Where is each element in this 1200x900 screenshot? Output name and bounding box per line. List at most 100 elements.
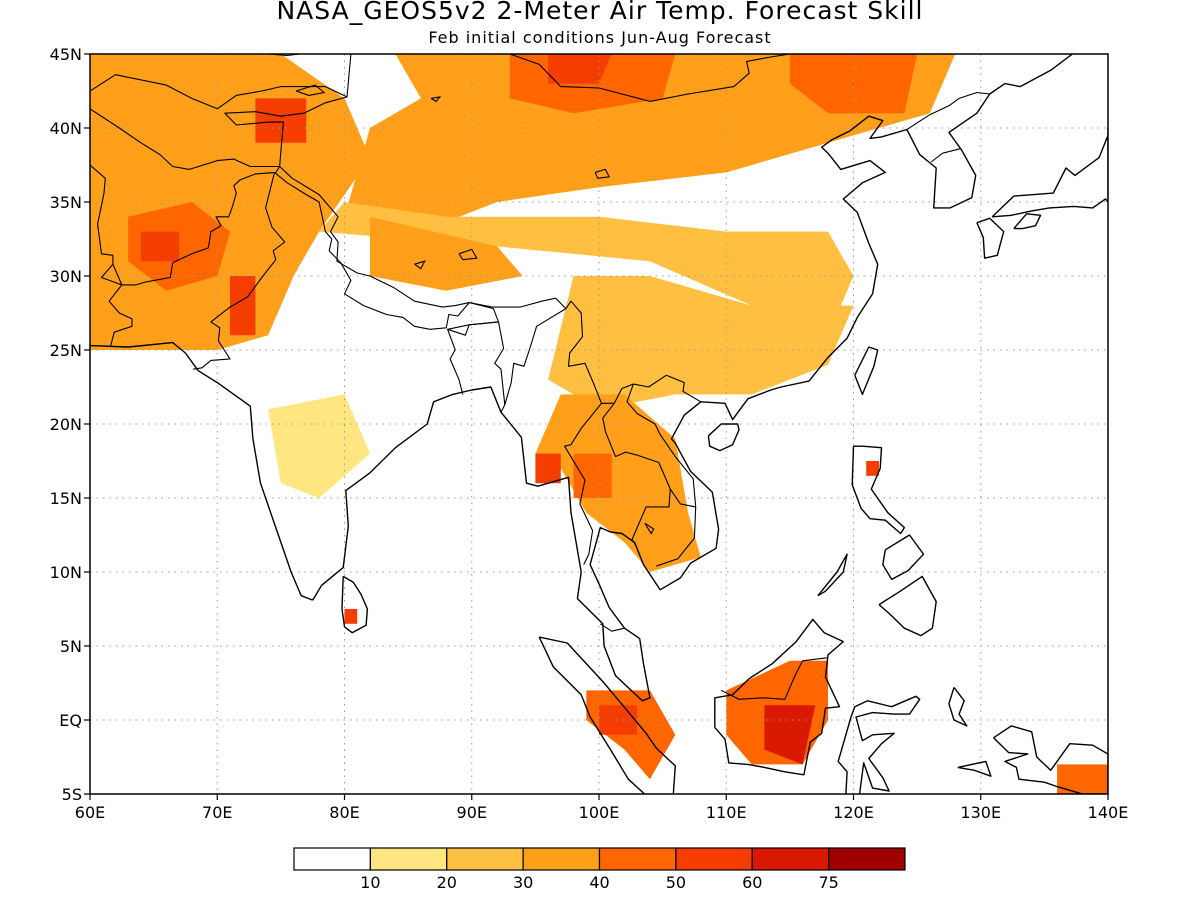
border-china-himalaya <box>279 166 702 404</box>
skill-region-new-guinea <box>1057 764 1108 794</box>
border-thailand-myanmar <box>564 402 602 565</box>
skill-shading-layer <box>90 54 1108 794</box>
coastline-new-guinea <box>993 725 1108 794</box>
coastline-taiwan <box>854 346 879 396</box>
border-iran-pak-south <box>108 263 133 348</box>
lon-tick-label: 80E <box>329 803 359 822</box>
border-kazakh-border <box>90 54 352 110</box>
coastline-luzon <box>851 445 906 535</box>
colorbar-label: 30 <box>513 873 533 892</box>
colorbar-label: 60 <box>742 873 762 892</box>
coastline-shikoku <box>1013 213 1042 230</box>
lat-tick-label: 5N <box>60 637 82 656</box>
skill-region-tibet-band <box>319 202 854 336</box>
coastline-honshu <box>991 127 1108 218</box>
border-korea-dmz <box>930 148 961 163</box>
skill-region-south-china <box>548 276 854 410</box>
lat-tick-label: 10N <box>50 563 82 582</box>
border-vietnam-laos <box>626 383 697 567</box>
colorbar-swatch <box>293 847 371 871</box>
colorbar-swatch <box>828 847 906 871</box>
skill-region-pakistan-hotspot <box>140 231 180 262</box>
colorbar-swatch <box>751 847 830 871</box>
colorbar-label: 20 <box>437 873 457 892</box>
skill-region-myanmar-hotspot <box>535 453 561 484</box>
border-borneo-border <box>720 657 827 700</box>
lat-tick-label: 25N <box>50 341 82 360</box>
border-pak-india <box>274 171 500 395</box>
coastline-kyushu <box>976 217 1005 259</box>
lon-tick-label: 130E <box>960 803 1001 822</box>
border-myanmar-india <box>504 308 567 405</box>
gridlines <box>90 54 1108 794</box>
lat-tick-label: 35N <box>50 193 82 212</box>
skill-region-borneo-hotspot <box>764 705 816 765</box>
skill-region-indus-hotspot <box>230 276 256 336</box>
colorbar-swatch <box>446 847 524 871</box>
colorbar-label: 10 <box>360 873 380 892</box>
colorbar-label: 50 <box>666 873 686 892</box>
lon-tick-label: 60E <box>75 803 105 822</box>
coastline-halmahera <box>948 686 968 727</box>
lon-tick-label: 120E <box>833 803 874 822</box>
lon-tick-label: 100E <box>579 803 620 822</box>
border-mongolia-china <box>507 54 791 102</box>
coastline-borneo <box>714 618 844 776</box>
border-iran-afghan-pak <box>90 164 281 286</box>
skill-region-mongolia-hotspot <box>548 54 612 84</box>
coastline-palawan <box>817 553 848 597</box>
lake-qinghai <box>594 168 611 179</box>
skill-region-manchuria-core <box>789 54 918 114</box>
lat-tick-label: 5S <box>62 785 82 804</box>
skill-region-tibet-core <box>370 216 523 291</box>
lat-tick-label: 20N <box>50 415 82 434</box>
colorbar-label: 75 <box>818 873 838 892</box>
lat-tick-label: 40N <box>50 119 82 138</box>
colorbar: 10 20 30 40 50 60 75 <box>293 847 906 892</box>
colorbar-swatch <box>598 847 677 871</box>
coastline-hainan <box>707 423 740 452</box>
lat-tick-label: 15N <box>50 489 82 508</box>
lon-tick-label: 90E <box>457 803 487 822</box>
lake-tonle-sap <box>644 522 655 535</box>
skill-region-indochina <box>535 394 701 572</box>
skill-region-india-patch <box>268 394 370 498</box>
colorbar-label: 40 <box>589 873 609 892</box>
map-title: NASA_GEOS5v2 2-Meter Air Temp. Forecast … <box>276 0 924 25</box>
coastline-sulawesi <box>837 695 921 794</box>
lat-tick-label: 45N <box>50 45 82 64</box>
coastline-mindanao <box>878 575 937 637</box>
coastline-visayas <box>882 534 925 581</box>
lon-tick-label: 70E <box>202 803 232 822</box>
border-pak-india-west <box>193 172 286 370</box>
lake-issyk-kul <box>295 84 326 96</box>
border-laos-thai <box>602 402 671 546</box>
skill-region-philippines-hotspot <box>866 461 879 476</box>
border-cambodia <box>669 488 696 508</box>
lat-tick-label: 30N <box>50 267 82 286</box>
coastline-seram <box>957 760 992 777</box>
border-korea-china <box>906 91 990 130</box>
skill-region-tajik-hotspot <box>255 98 307 143</box>
lat-tick-label: EQ <box>59 711 82 730</box>
skill-region-indochina-hotspot <box>573 453 612 498</box>
lon-tick-label: 110E <box>706 803 747 822</box>
colorbar-swatch <box>522 847 601 871</box>
coastline-east-coast-bay-of-bengal <box>312 54 1073 702</box>
lon-tick-label: 140E <box>1088 803 1129 822</box>
coastline-west-coast-arabian-sea <box>90 341 313 601</box>
border-bangladesh <box>447 321 506 413</box>
skill-region-mongolia-band <box>344 54 956 232</box>
lake-tibet-lake-1 <box>458 248 478 261</box>
map-plot-area <box>89 53 1109 795</box>
colorbar-swatch <box>369 847 448 871</box>
coastline-layer <box>90 54 1108 794</box>
lake-bosten <box>430 96 442 103</box>
skill-region-sumatra-hotspot <box>599 705 638 735</box>
map-subtitle: Feb initial conditions Jun-Aug Forecast <box>428 28 772 47</box>
border-malaysia-thai <box>600 623 625 632</box>
lake-tibet-lake-2 <box>414 260 426 270</box>
coastline-sri-lanka <box>341 575 369 634</box>
